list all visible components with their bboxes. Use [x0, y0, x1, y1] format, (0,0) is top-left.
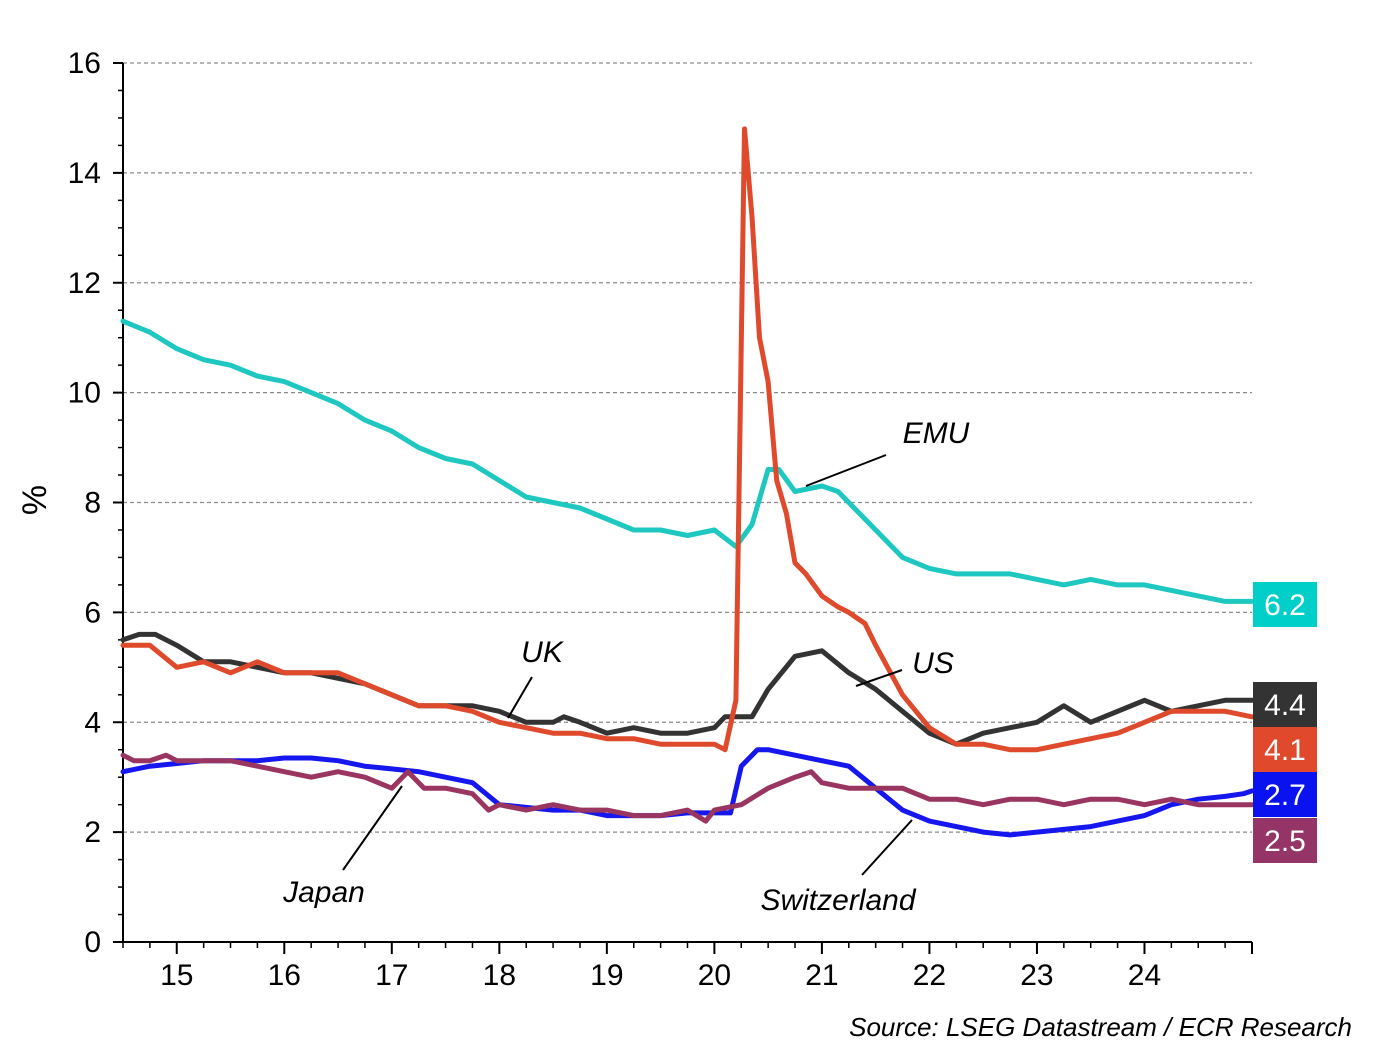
end-value-text: 6.2: [1264, 589, 1306, 622]
y-tick-label: 10: [68, 377, 101, 410]
x-tick-label: 21: [805, 959, 838, 992]
x-tick-label: 24: [1128, 959, 1161, 992]
x-tick-label: 18: [483, 959, 516, 992]
end-value-box: [1253, 727, 1317, 772]
y-tick-label: 4: [84, 706, 101, 739]
x-tick-label: 20: [698, 959, 731, 992]
y-tick-label: 16: [68, 47, 101, 80]
callout-leader: [855, 669, 903, 687]
x-tick-label: 23: [1020, 959, 1053, 992]
series-line-switzerland: [120, 747, 1255, 838]
series-label: Switzerland: [760, 884, 916, 917]
gridlines: [123, 62, 1252, 833]
source-note: Source: LSEG Datastream / ECR Research: [849, 1012, 1352, 1042]
end-value-box: [1253, 582, 1317, 627]
callout-leader: [507, 676, 533, 719]
end-value-box: [1253, 682, 1317, 727]
y-axis-label: %: [16, 485, 54, 515]
series-label: Japan: [282, 876, 365, 909]
x-tick-label: 17: [375, 959, 408, 992]
end-value-text: 4.4: [1264, 689, 1306, 722]
x-tick-label: 16: [268, 959, 301, 992]
end-value-labels: 6.2 4.4 4.1 2.7 2.5: [1253, 582, 1317, 863]
y-tick-label: 2: [84, 816, 101, 849]
y-tick-label: 0: [84, 926, 101, 959]
series-line-us: [120, 126, 1255, 753]
series-label: UK: [521, 636, 565, 669]
x-tick-label: 19: [590, 959, 623, 992]
series-line-uk: [120, 631, 1255, 747]
end-value-box: [1253, 772, 1317, 817]
callout-leader: [805, 454, 887, 487]
end-value-text: 2.5: [1264, 825, 1306, 858]
end-value-text: 2.7: [1264, 779, 1306, 812]
y-tick-label: 8: [84, 487, 101, 520]
callout-leader: [861, 819, 913, 876]
series-lines: [120, 126, 1255, 838]
x-tick-label: 22: [913, 959, 946, 992]
y-tick-label: 14: [68, 157, 101, 190]
series-line-emu: [120, 318, 1255, 604]
x-axis-ticks: 15 16 17 18 19 20 21 22 23 24: [122, 942, 1253, 992]
y-tick-label: 12: [68, 267, 101, 300]
y-axis-ticks: 0 2 4 6 8 10 12 14 16: [68, 47, 123, 959]
end-value-text: 4.1: [1264, 734, 1306, 767]
series-line-japan: [120, 752, 1255, 824]
x-tick-label: 15: [160, 959, 193, 992]
series-callouts: EMU UK US Switzerland Japan: [282, 417, 970, 917]
callout-leader: [342, 785, 403, 871]
y-tick-label: 6: [84, 596, 101, 629]
series-label: EMU: [903, 417, 970, 450]
series-label: US: [912, 647, 954, 680]
end-value-box: [1253, 818, 1317, 863]
